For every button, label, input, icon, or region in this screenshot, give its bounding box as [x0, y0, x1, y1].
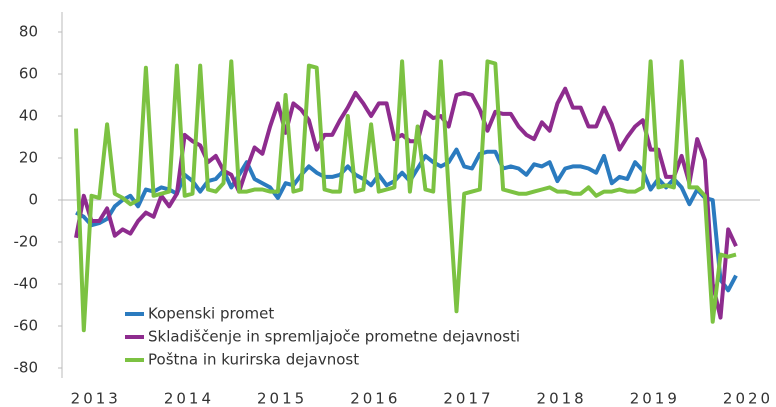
legend-label: Kopenski promet — [148, 305, 274, 323]
x-tick-label: 2017 — [443, 390, 493, 407]
legend-label: Skladiščenje in spremljajoče prometne de… — [148, 328, 520, 346]
y-tick-label: 0 — [28, 191, 38, 209]
x-tick-label: 2015 — [257, 390, 307, 407]
x-tick-label: 2018 — [537, 390, 587, 407]
y-tick-label: -40 — [14, 275, 39, 293]
y-tick-label: -80 — [14, 359, 39, 377]
y-tick-label: 60 — [19, 65, 38, 83]
series-line — [74, 59, 737, 333]
x-tick-label: 2014 — [164, 390, 214, 407]
y-tick-label: -20 — [14, 233, 39, 251]
x-tick-label: 2019 — [630, 390, 680, 407]
legend-label: Poštna in kurirska dejavnost — [148, 351, 359, 369]
y-tick-label: 20 — [19, 149, 38, 167]
series-line — [75, 147, 738, 293]
y-tick-label: 80 — [19, 23, 38, 41]
x-tick-label: 2013 — [71, 390, 121, 407]
x-tick-label: 2020 — [723, 390, 773, 407]
x-tick-label: 2016 — [350, 390, 400, 407]
y-tick-label: 40 — [19, 107, 38, 125]
y-tick-label: -60 — [14, 317, 39, 335]
